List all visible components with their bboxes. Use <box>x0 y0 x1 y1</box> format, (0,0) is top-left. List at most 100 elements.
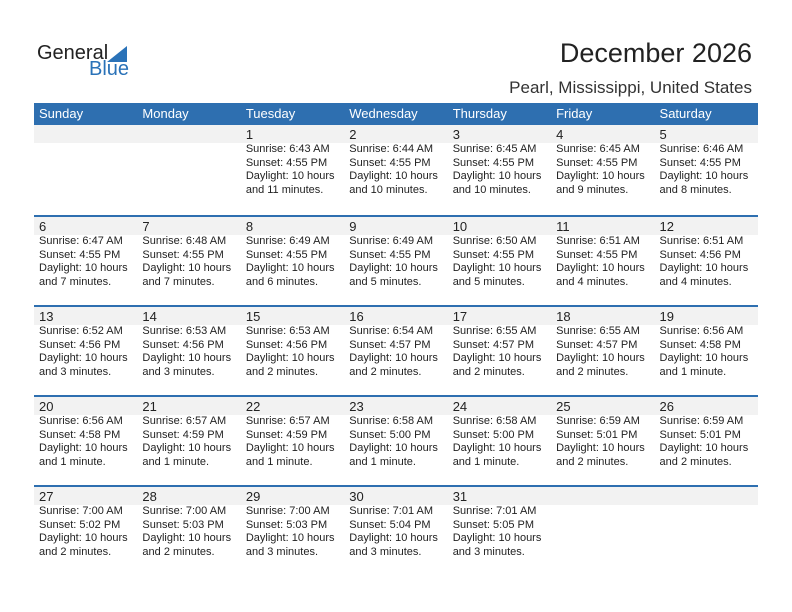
daylight-minutes: and 2 minutes. <box>556 455 629 468</box>
daylight-minutes: and 9 minutes. <box>556 183 629 196</box>
daylight: Daylight: 10 hours <box>245 170 335 182</box>
page-title: December 2026 <box>559 38 752 68</box>
day-number: 16 <box>349 309 364 324</box>
daylight: Daylight: 10 hours <box>349 262 438 274</box>
day-cell <box>655 487 758 559</box>
daylight: Daylight: 10 hours <box>556 170 645 182</box>
day-number: 21 <box>142 399 157 414</box>
day-cell: 3 Sunrise: 6:45 AM Sunset: 4:55 PM Dayli… <box>448 125 551 197</box>
day-number: 24 <box>452 399 468 414</box>
sunrise: Sunrise: 6:58 AM <box>349 415 434 427</box>
sunset: Sunset: 5:00 PM <box>349 428 431 441</box>
daylight: Daylight: 10 hours <box>245 352 335 364</box>
weekday-thursday: Thursday <box>452 106 507 121</box>
daylight: Daylight: 10 hours <box>245 442 335 454</box>
day-number: 17 <box>452 309 468 324</box>
day-number: 19 <box>659 309 674 324</box>
weekday-saturday: Saturday <box>659 106 712 121</box>
sunrise: Sunrise: 6:59 AM <box>556 415 640 427</box>
weekday-monday: Monday <box>142 106 189 121</box>
day-number: 11 <box>556 219 570 234</box>
sunrise: Sunrise: 7:01 AM <box>452 505 537 517</box>
day-cell: 9 Sunrise: 6:49 AM Sunset: 4:55 PM Dayli… <box>344 217 447 289</box>
week-row: 13 Sunrise: 6:52 AM Sunset: 4:56 PM Dayl… <box>34 305 758 395</box>
day-cell: 1 Sunrise: 6:43 AM Sunset: 4:55 PM Dayli… <box>241 125 344 197</box>
sunset: Sunset: 4:55 PM <box>349 248 431 261</box>
sunset: Sunset: 5:00 PM <box>452 428 535 441</box>
sunset: Sunset: 4:55 PM <box>142 248 224 261</box>
daylight: Daylight: 10 hours <box>142 352 232 364</box>
sunset: Sunset: 5:05 PM <box>452 518 535 531</box>
daylight: Daylight: 10 hours <box>556 442 645 454</box>
daylight-minutes: and 2 minutes. <box>142 545 215 558</box>
day-cell: 2 Sunrise: 6:44 AM Sunset: 4:55 PM Dayli… <box>344 125 447 197</box>
daylight-minutes: and 6 minutes. <box>245 275 318 288</box>
sunset: Sunset: 5:03 PM <box>142 518 224 531</box>
day-cell: 10 Sunrise: 6:50 AM Sunset: 4:55 PM Dayl… <box>448 217 551 289</box>
daylight: Daylight: 10 hours <box>142 442 232 454</box>
daylight: Daylight: 10 hours <box>349 352 438 364</box>
day-cell: 18 Sunrise: 6:55 AM Sunset: 4:57 PM Dayl… <box>551 307 654 379</box>
day-number: 5 <box>659 127 667 142</box>
week-row: 6 Sunrise: 6:47 AM Sunset: 4:55 PM Dayli… <box>34 215 758 305</box>
daylight-minutes: and 1 minute. <box>245 455 313 468</box>
day-cell: 25 Sunrise: 6:59 AM Sunset: 5:01 PM Dayl… <box>551 397 654 469</box>
day-number: 15 <box>245 309 261 324</box>
location: Pearl, Mississippi, United States <box>509 78 752 97</box>
sunrise: Sunrise: 6:50 AM <box>452 235 537 247</box>
day-number: 13 <box>39 309 54 324</box>
daylight: Daylight: 10 hours <box>659 262 749 274</box>
day-cell <box>551 487 654 559</box>
day-number: 30 <box>349 489 364 504</box>
sunset: Sunset: 4:56 PM <box>659 248 741 261</box>
sunrise: Sunrise: 6:58 AM <box>452 415 537 427</box>
sunset: Sunset: 5:04 PM <box>349 518 431 531</box>
daylight-minutes: and 10 minutes. <box>349 183 428 196</box>
daylight-minutes: and 1 minute. <box>452 455 520 468</box>
week-row: 27 Sunrise: 7:00 AM Sunset: 5:02 PM Dayl… <box>34 485 758 575</box>
daylight-minutes: and 1 minute. <box>349 455 416 468</box>
daylight-minutes: and 3 minutes. <box>142 365 215 378</box>
sunset: Sunset: 4:59 PM <box>142 428 224 441</box>
sunrise: Sunrise: 6:55 AM <box>556 325 640 337</box>
day-cell: 22 Sunrise: 6:57 AM Sunset: 4:59 PM Dayl… <box>241 397 344 469</box>
sunrise: Sunrise: 6:43 AM <box>245 143 330 155</box>
day-number: 8 <box>245 219 254 234</box>
weekday-tuesday: Tuesday <box>245 106 296 121</box>
sunrise: Sunrise: 7:00 AM <box>142 505 227 517</box>
sunset: Sunset: 4:55 PM <box>245 248 328 261</box>
day-number: 23 <box>349 399 364 414</box>
day-cell: 7 Sunrise: 6:48 AM Sunset: 4:55 PM Dayli… <box>137 217 240 289</box>
daylight-minutes: and 2 minutes. <box>452 365 525 378</box>
week-row: 20 Sunrise: 6:56 AM Sunset: 4:58 PM Dayl… <box>34 395 758 485</box>
sunrise: Sunrise: 6:57 AM <box>245 415 330 427</box>
daylight-minutes: and 2 minutes. <box>245 365 318 378</box>
day-number: 6 <box>39 219 47 234</box>
daylight: Daylight: 10 hours <box>349 442 438 454</box>
daylight-minutes: and 11 minutes. <box>245 183 324 196</box>
daylight: Daylight: 10 hours <box>452 532 542 544</box>
day-number: 10 <box>452 219 468 234</box>
daylight-minutes: and 5 minutes. <box>349 275 422 288</box>
day-number-band <box>34 217 758 235</box>
daylight: Daylight: 10 hours <box>556 352 645 364</box>
sunrise: Sunrise: 6:45 AM <box>556 143 640 155</box>
day-number: 12 <box>659 219 674 234</box>
daylight-minutes: and 7 minutes. <box>142 275 215 288</box>
sunrise: Sunrise: 6:44 AM <box>349 143 434 155</box>
daylight-minutes: and 4 minutes. <box>659 275 732 288</box>
day-number-band <box>34 397 758 415</box>
sunset: Sunset: 4:59 PM <box>245 428 328 441</box>
day-cell: 11 Sunrise: 6:51 AM Sunset: 4:55 PM Dayl… <box>551 217 654 289</box>
week-row: 1 Sunrise: 6:43 AM Sunset: 4:55 PM Dayli… <box>34 125 758 215</box>
sunrise: Sunrise: 6:49 AM <box>245 235 330 247</box>
sunset: Sunset: 4:55 PM <box>556 248 638 261</box>
weekday-friday: Friday <box>556 106 593 121</box>
daylight: Daylight: 10 hours <box>452 262 542 274</box>
day-cell: 26 Sunrise: 6:59 AM Sunset: 5:01 PM Dayl… <box>655 397 758 469</box>
day-cell: 31 Sunrise: 7:01 AM Sunset: 5:05 PM Dayl… <box>448 487 551 559</box>
day-number: 28 <box>142 489 157 504</box>
daylight: Daylight: 10 hours <box>245 262 335 274</box>
weekday-sunday: Sunday <box>39 106 84 121</box>
logo-text-blue: Blue <box>89 58 130 80</box>
